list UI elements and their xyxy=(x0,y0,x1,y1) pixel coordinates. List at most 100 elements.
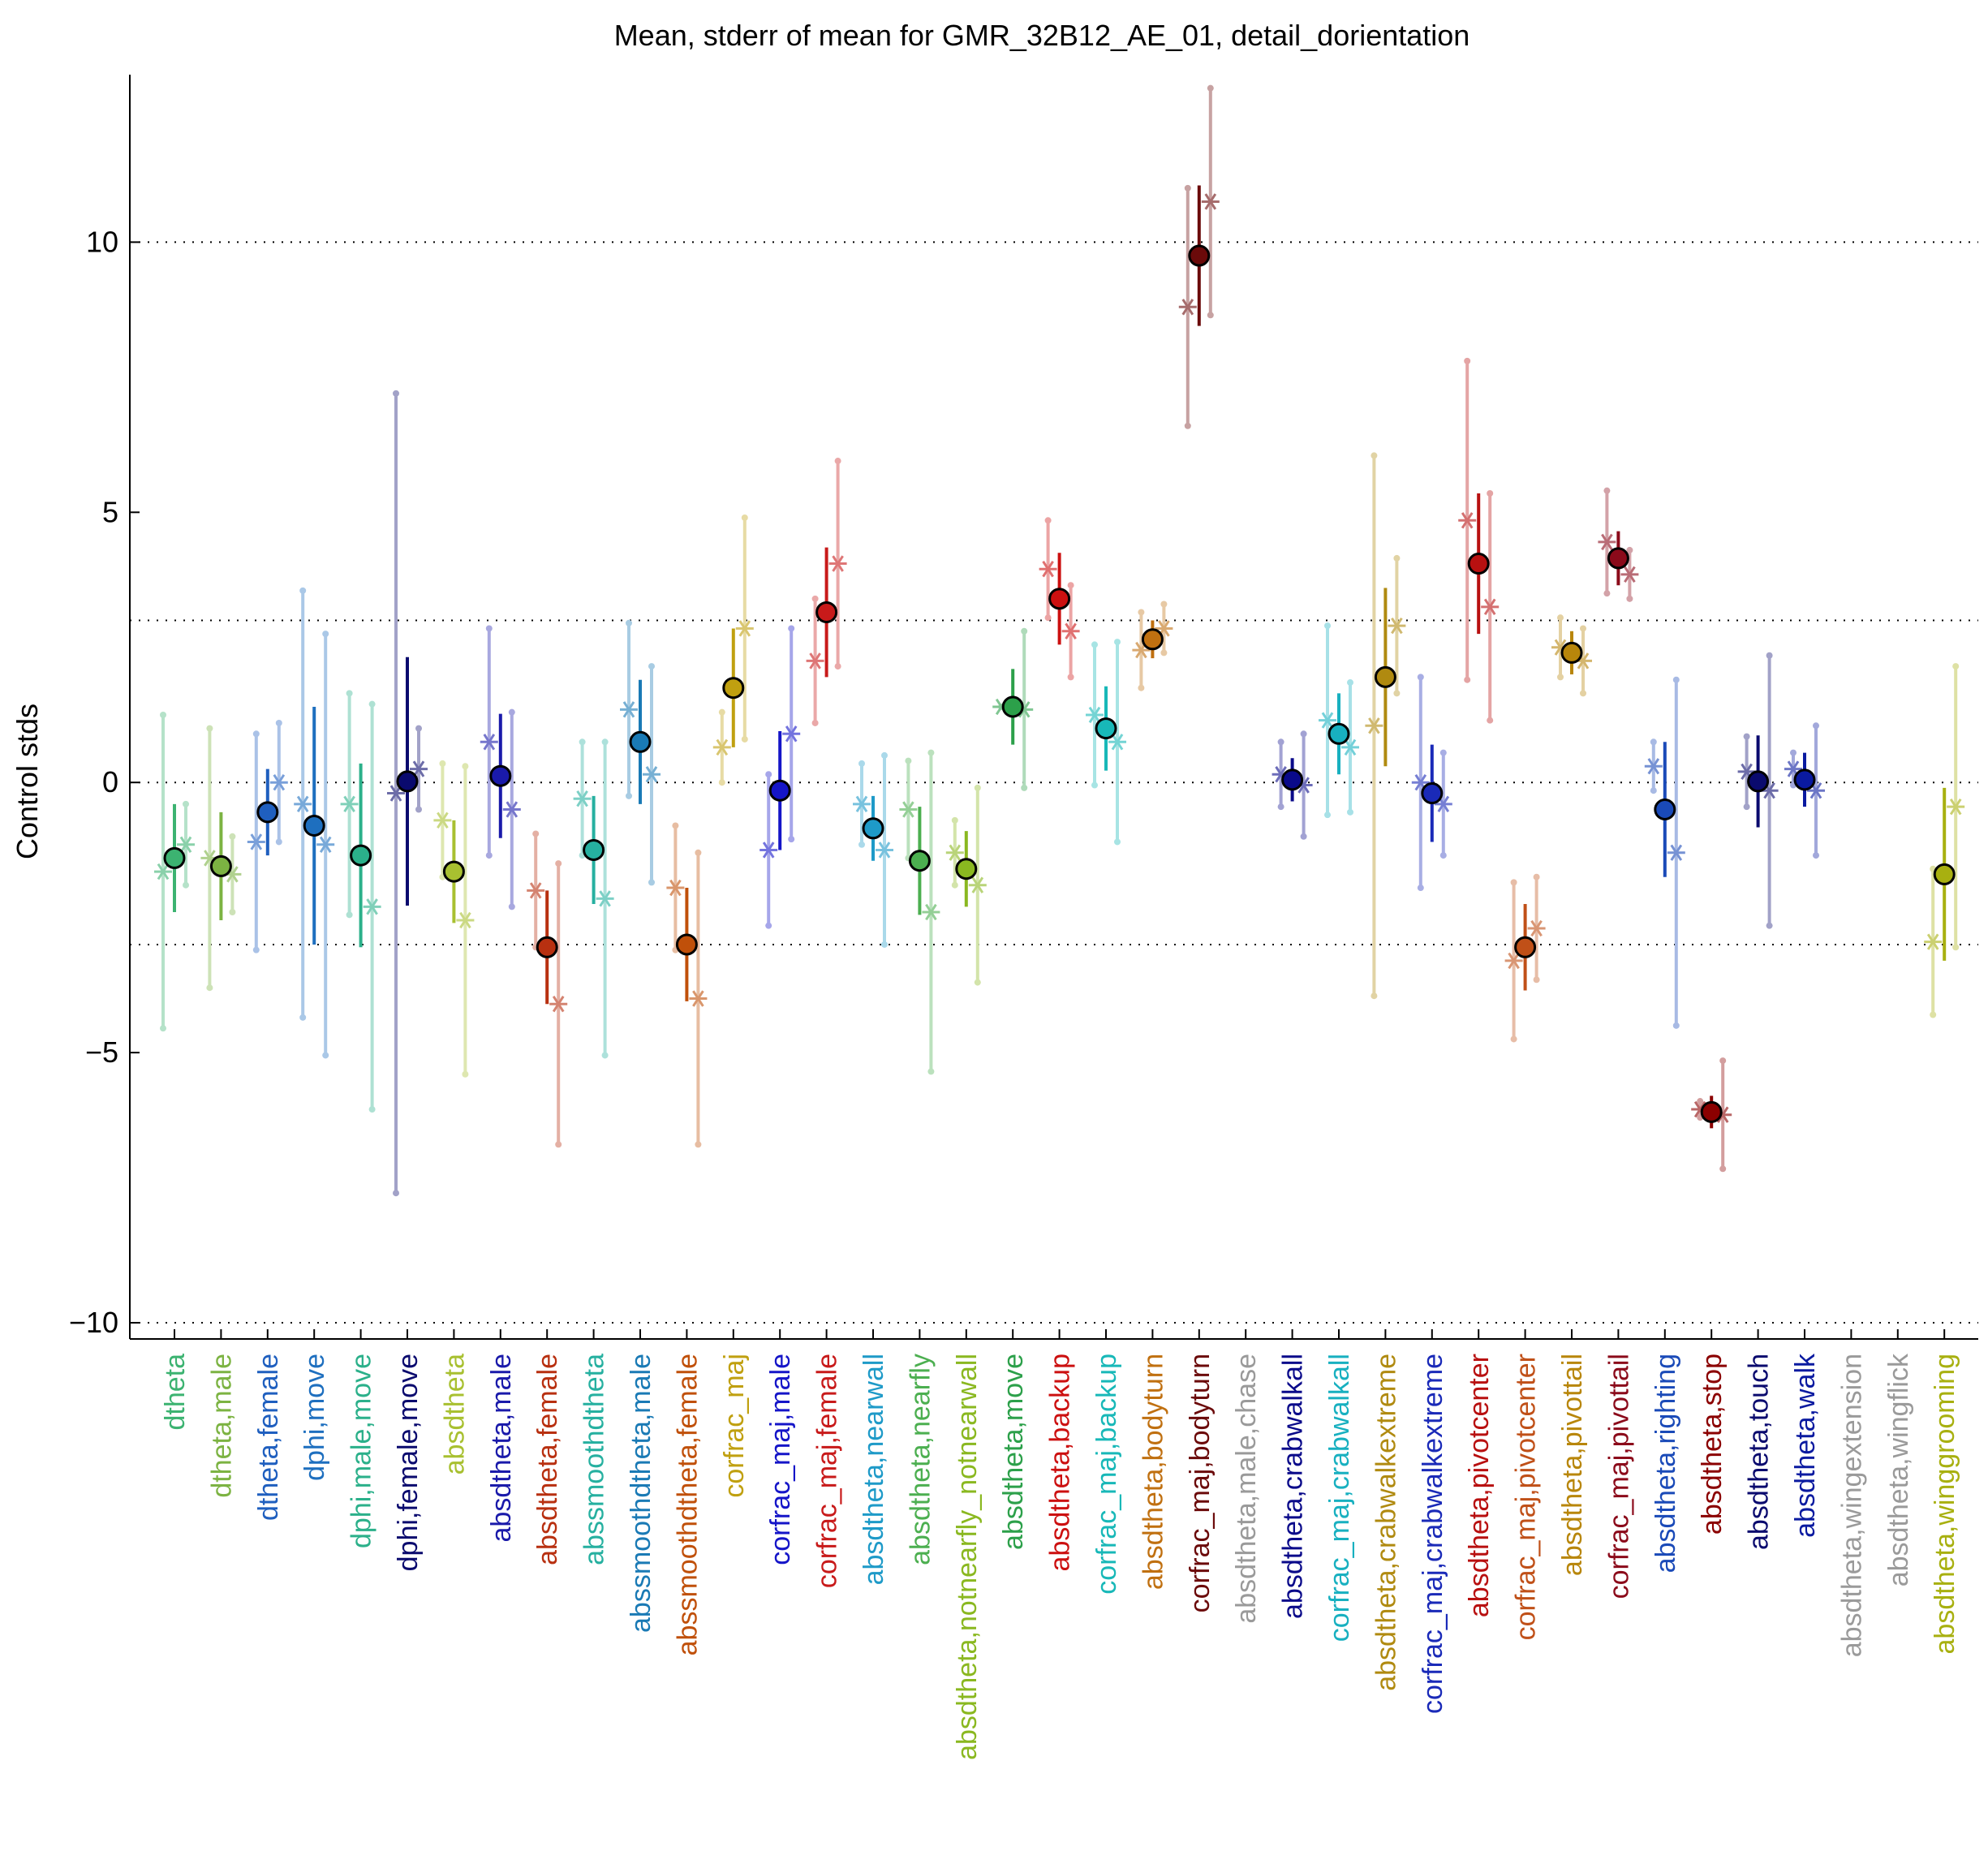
mean-point xyxy=(722,677,745,700)
x-tick-label: absdtheta,pivottail xyxy=(1557,1354,1588,1576)
mean-point xyxy=(536,936,558,958)
right-errorbar-end xyxy=(1952,663,1960,670)
x-tick-label: absdtheta,male,chase xyxy=(1231,1354,1262,1624)
left-errorbar-end xyxy=(206,984,213,992)
right-errorbar-end xyxy=(1766,922,1773,929)
left-errorbar-end xyxy=(1417,885,1424,892)
data-marks xyxy=(154,84,1965,1197)
x-tick-label: absdtheta,winggrooming xyxy=(1930,1354,1960,1654)
x-tick-label: absdtheta,righting xyxy=(1650,1354,1681,1573)
mean-point xyxy=(1467,553,1490,575)
x-tick-label: abssmoothdtheta,female xyxy=(672,1354,703,1655)
left-errorbar-end xyxy=(1138,609,1145,616)
left-errorbar-end xyxy=(485,852,493,859)
y-axis xyxy=(129,75,1978,1340)
right-asterisk-marker xyxy=(1667,844,1685,861)
mean-point xyxy=(1421,782,1444,805)
left-asterisk-marker xyxy=(666,879,685,897)
mean-point xyxy=(442,860,465,883)
right-errorbar-end xyxy=(183,881,189,889)
left-errorbar-end xyxy=(1510,1035,1517,1043)
left-errorbar-end xyxy=(718,708,725,716)
right-errorbar-end xyxy=(1766,652,1773,659)
x-tick-label: dtheta,male xyxy=(206,1354,237,1498)
left-errorbar-end xyxy=(393,1190,399,1197)
right-errorbar-end xyxy=(1160,649,1168,656)
right-errorbar-end xyxy=(834,458,841,465)
left-asterisk-marker xyxy=(1598,533,1616,551)
left-asterisk-marker xyxy=(247,833,265,850)
right-errorbar-end xyxy=(1533,976,1540,984)
mean-point xyxy=(1514,936,1537,958)
mean-point xyxy=(675,933,698,956)
right-errorbar-end xyxy=(1393,554,1401,562)
y-tick-label: −10 xyxy=(69,1306,118,1339)
right-errorbar-end xyxy=(322,1052,329,1059)
left-errorbar-end xyxy=(485,625,493,632)
left-errorbar-end xyxy=(346,911,353,919)
x-tick-label: dphi,move xyxy=(299,1354,330,1481)
mean-point xyxy=(815,601,838,623)
x-tick-label: absdtheta,wingflick xyxy=(1883,1353,1914,1586)
right-errorbar-end xyxy=(1114,639,1121,646)
right-errorbar-end xyxy=(695,1141,702,1148)
right-errorbar-end xyxy=(462,1070,469,1078)
x-tick-label: absdtheta,move xyxy=(998,1354,1029,1550)
left-errorbar-end xyxy=(439,760,446,767)
left-asterisk-marker xyxy=(340,795,359,813)
right-asterisk-marker xyxy=(1527,919,1546,937)
mean-point xyxy=(583,838,605,861)
mean-point xyxy=(303,814,325,837)
right-errorbar-end xyxy=(462,763,469,770)
right-asterisk-marker xyxy=(363,898,381,915)
x-tick-label: absdtheta,female xyxy=(532,1354,563,1565)
right-errorbar-end xyxy=(1813,852,1819,859)
left-asterisk-marker xyxy=(806,652,824,669)
x-tick-label: absdtheta,touch xyxy=(1744,1354,1775,1550)
right-errorbar-end xyxy=(834,663,841,670)
x-tick-label: corfrac_maj,bodyturn xyxy=(1185,1354,1216,1612)
right-errorbar-end xyxy=(1626,595,1633,602)
mean-point xyxy=(1095,717,1117,740)
left-asterisk-marker xyxy=(1178,299,1197,316)
left-errorbar-end xyxy=(1790,749,1797,756)
left-errorbar-end xyxy=(1417,674,1424,681)
right-errorbar-end xyxy=(1719,1165,1727,1173)
x-tick-label: absdtheta,stop xyxy=(1697,1354,1728,1535)
left-asterisk-marker xyxy=(712,738,731,756)
x-tick-label: dtheta xyxy=(160,1354,191,1431)
right-errorbar-end xyxy=(1439,852,1447,859)
chart-title: Mean, stderr of mean for GMR_32B12_AE_01… xyxy=(614,19,1470,52)
left-errorbar-end xyxy=(160,711,166,718)
left-errorbar-end xyxy=(1184,422,1191,429)
right-asterisk-marker xyxy=(1341,738,1359,756)
mean-point xyxy=(1327,722,1350,745)
x-tick-label: absdtheta,notnearfly_notnearwall xyxy=(952,1354,983,1760)
left-errorbar-end xyxy=(1743,733,1750,740)
left-errorbar-end xyxy=(1324,811,1331,819)
left-errorbar-end xyxy=(532,830,540,837)
x-tick-label: absdtheta,wingextension xyxy=(1836,1354,1867,1657)
mean-point xyxy=(1281,768,1304,791)
y-tick-label: 0 xyxy=(102,765,118,799)
left-asterisk-marker xyxy=(1644,758,1663,775)
right-errorbar-end xyxy=(1207,84,1214,92)
right-asterisk-marker xyxy=(643,766,661,783)
right-asterisk-marker xyxy=(1947,799,1965,816)
left-errorbar-end xyxy=(1557,674,1564,681)
right-asterisk-marker xyxy=(1108,734,1126,751)
right-errorbar-end xyxy=(1672,1022,1680,1029)
mean-point xyxy=(1654,799,1676,821)
left-errorbar-end xyxy=(1464,676,1471,683)
left-errorbar-end xyxy=(1650,787,1657,794)
x-tick-label: absdtheta,crabwalkall xyxy=(1278,1354,1309,1619)
y-tick-label: 5 xyxy=(102,495,118,528)
right-errorbar-end xyxy=(695,849,702,856)
right-errorbar-end xyxy=(1672,676,1680,683)
right-asterisk-marker xyxy=(502,801,521,818)
left-errorbar-end xyxy=(393,390,399,397)
x-tick-label: dtheta,female xyxy=(253,1354,284,1521)
x-tick-label: abssmoothdtheta,male xyxy=(626,1354,656,1633)
left-asterisk-marker xyxy=(527,882,545,899)
x-tick-label: absdtheta,pivotcenter xyxy=(1464,1354,1495,1617)
